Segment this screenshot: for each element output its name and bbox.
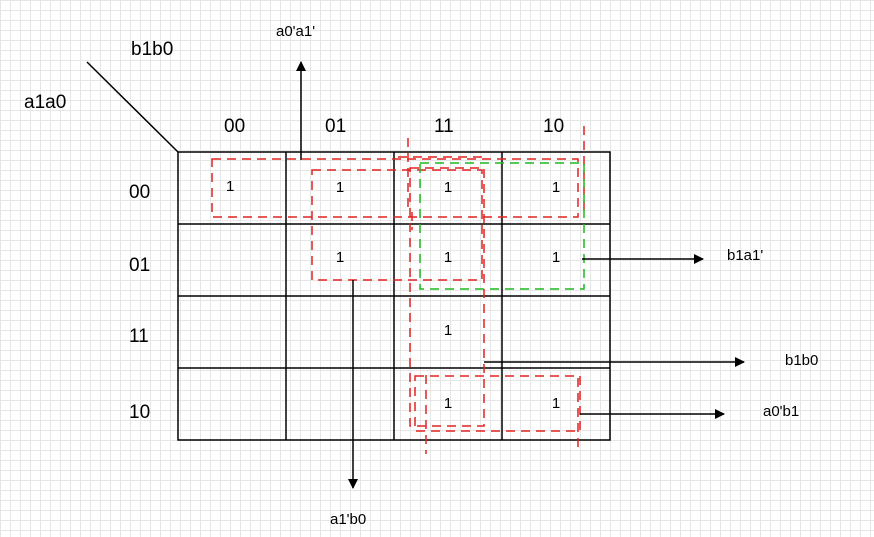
row-header-00: 00 [129,182,151,203]
cell-r3-c1 [286,368,394,440]
cell-r0-c3: 1 [551,178,561,196]
header-diagonal-line [86,61,179,153]
term-label-top: a0'a1' [276,23,316,40]
term-label-right-1: b1a1' [727,247,764,264]
row-header-10: 10 [129,402,151,423]
col-header-00: 00 [224,116,246,137]
group-b1a1 [419,162,585,290]
col-var-label: b1b0 [131,39,174,60]
kmap-grid [177,151,611,441]
cell-r1-c2: 1 [443,248,453,266]
row-header-11: 11 [129,326,149,347]
col-header-01: 01 [325,116,347,137]
cell-r1-c3: 1 [551,248,561,266]
row-var-label: a1a0 [24,92,67,113]
cell-r2-c0 [178,296,286,368]
group-a1b0 [311,169,483,281]
term-label-right-2: b1b0 [785,352,819,369]
cell-r2-c2: 1 [443,321,453,339]
cell-r0-c0: 1 [226,177,235,195]
cell-r1-c1: 1 [335,248,345,266]
cell-r2-c1 [286,296,394,368]
cell-r3-c2: 1 [443,394,453,412]
col-header-10: 10 [543,116,565,137]
group-a0b1 [414,375,581,432]
cell-r3-c0 [178,368,286,440]
term-label-bottom: a1'b0 [330,511,367,528]
col-header-11: 11 [434,116,454,137]
cell-r2-c3 [502,296,610,368]
group-top-row [211,158,579,218]
row-header-01: 01 [129,255,151,276]
cell-r0-c1: 1 [335,178,345,196]
cell-r1-c0 [178,224,286,296]
cell-r3-c3: 1 [551,394,561,412]
cell-r0-c2: 1 [443,178,453,196]
term-label-right-3: a0'b1 [763,403,800,420]
group-b1b0-column [409,167,485,427]
